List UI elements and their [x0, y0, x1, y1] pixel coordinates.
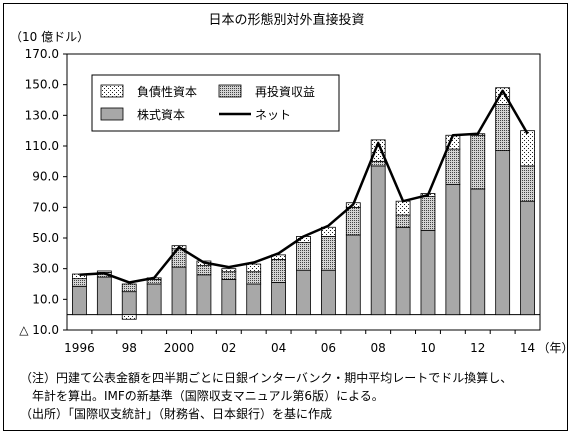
bar-debt — [520, 130, 535, 167]
bar-reinvest — [121, 283, 137, 293]
bar-debt — [246, 263, 262, 273]
bar-equity — [146, 283, 162, 316]
bar-reinvest — [420, 196, 436, 231]
legend-swatch-reinvest — [218, 84, 242, 98]
y-tick-label: 170.0 — [25, 47, 59, 61]
bar-reinvest — [470, 134, 486, 190]
bar-equity — [320, 269, 336, 316]
bar-equity — [246, 283, 262, 316]
x-tick-label: 04 — [271, 341, 286, 355]
y-tick-label: △ 10.0 — [19, 323, 59, 337]
x-tick-label: 1996 — [64, 341, 95, 355]
bar-equity — [296, 269, 311, 316]
bar-equity — [96, 276, 112, 316]
bar-reinvest — [196, 265, 212, 276]
bar-reinvest — [395, 214, 411, 228]
footnote-line-1: （注）円建て公表金額を四半期ごとに日銀インターバンク・期中平均レートでドル換算し… — [20, 371, 513, 385]
bar-reinvest — [72, 278, 87, 287]
x-tick-label: 10 — [420, 341, 435, 355]
legend-label-reinvest: 再投資収益 — [255, 84, 315, 99]
footnote-line-2: 年計を算出。IMFの新基準（国際収支マニュアル第6版）による。 — [20, 389, 384, 403]
y-tick-label: 50.0 — [32, 231, 59, 245]
y-tick-label: 130.0 — [25, 108, 59, 122]
y-tick-label: 10.0 — [32, 292, 59, 306]
bar-equity — [221, 278, 237, 316]
bar-equity — [271, 282, 287, 316]
bar-debt — [320, 226, 336, 237]
y-tick-label: 150.0 — [25, 78, 59, 92]
bar-reinvest — [221, 271, 237, 280]
bar-equity — [72, 285, 87, 316]
x-tick-label: 12 — [470, 341, 485, 355]
bar-equity — [495, 150, 511, 316]
plot-area — [66, 53, 541, 331]
bar-equity — [345, 234, 361, 316]
bar-reinvest — [271, 259, 287, 283]
y-axis-unit-label: （10 億ドル） — [10, 30, 90, 44]
legend-box — [91, 74, 340, 132]
x-tick-label: 2000 — [164, 341, 195, 355]
bar-reinvest — [445, 148, 461, 185]
legend-label-debt: 負債性資本 — [137, 84, 197, 99]
chart-svg: △ 10.0 10.0 30.0 50.0 70.0 90.0 110.0 130.0 150.… — [19, 47, 573, 355]
legend-label-net: ネット — [255, 108, 291, 122]
x-tick-label: 06 — [321, 341, 336, 355]
bar-equity — [520, 200, 535, 316]
chart-title: 日本の形態別対外直接投資 — [208, 13, 365, 28]
bar-reinvest — [370, 160, 386, 167]
net-line — [79, 89, 529, 284]
source-note: （出所）「国際収支統計」（財務省、日本銀行）を基に作成 — [20, 407, 333, 421]
bar-equity — [196, 274, 212, 316]
bar-equity — [420, 229, 436, 316]
bar-debt — [395, 200, 411, 216]
bar-equity — [171, 266, 187, 316]
bar-equity — [445, 183, 461, 316]
x-tick-label: 98 — [122, 341, 137, 355]
bar-debt — [370, 139, 386, 162]
bar-reinvest — [345, 206, 361, 236]
y-tick-label: 30.0 — [32, 262, 59, 276]
bar-reinvest — [246, 271, 262, 285]
bar-debt — [121, 314, 137, 320]
y-tick-label: 90.0 — [32, 170, 59, 184]
bar-reinvest — [320, 236, 336, 271]
bar-equity — [395, 226, 411, 316]
bar-equity — [370, 165, 386, 316]
x-tick-label: 08 — [371, 341, 386, 355]
bar-debt — [221, 268, 237, 273]
legend-label-equity: 株式資本 — [137, 107, 185, 122]
legend-swatch-equity — [100, 107, 124, 121]
bar-reinvest — [296, 242, 311, 271]
bar-equity — [121, 291, 137, 316]
bar-equity — [470, 188, 486, 316]
bar-reinvest — [146, 278, 162, 285]
legend-swatch-debt — [100, 84, 124, 98]
x-tick-label: 02 — [221, 341, 236, 355]
x-axis-unit-label: （年） — [538, 341, 573, 355]
bar-reinvest — [520, 165, 535, 202]
y-tick-label: 70.0 — [32, 200, 59, 214]
y-tick-label: 110.0 — [25, 139, 59, 153]
x-tick-label: 14 — [520, 341, 535, 355]
bar-reinvest — [495, 104, 511, 151]
bar-debt — [495, 87, 511, 105]
